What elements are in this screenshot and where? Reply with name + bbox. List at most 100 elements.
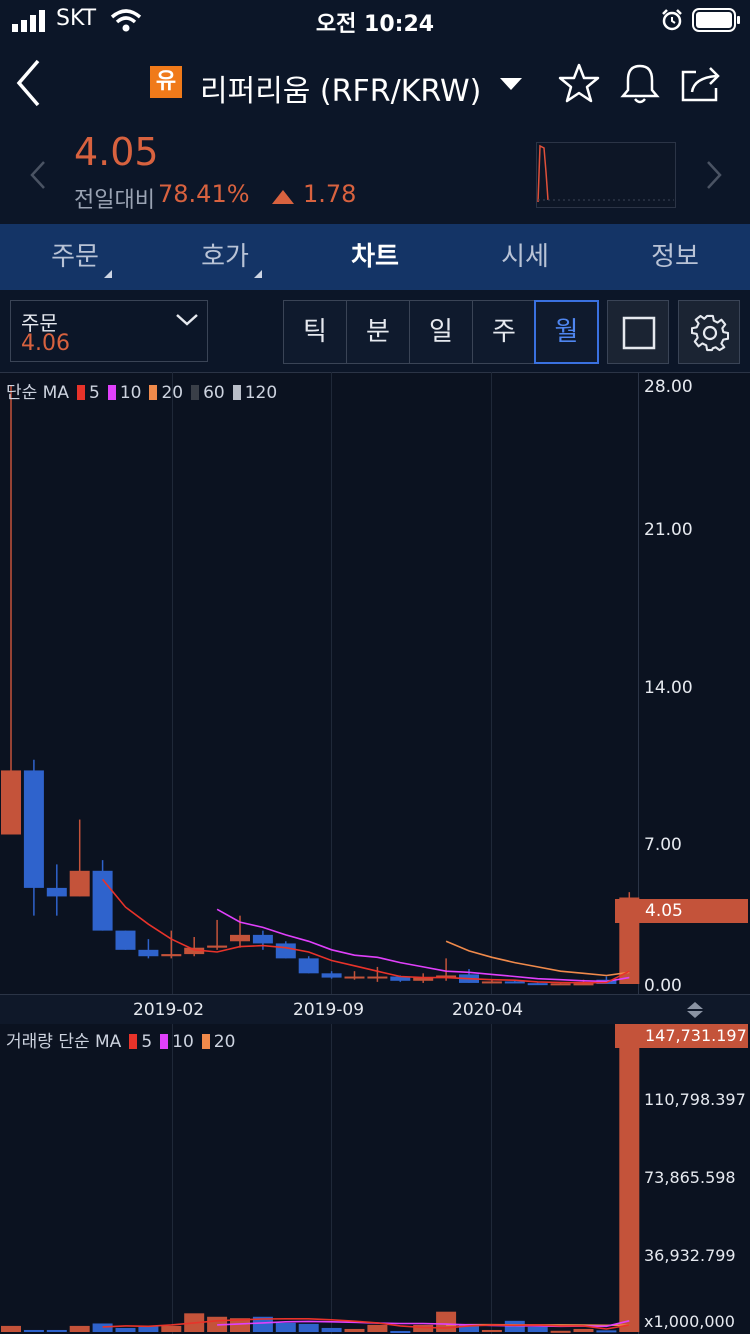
order-dropdown-label: 주문 <box>21 311 58 335</box>
tab-chart[interactable]: 차트 <box>300 224 450 290</box>
current-volume-tag: 147,731.197 <box>615 1024 748 1048</box>
candle-body <box>413 977 434 981</box>
price-volume-chart[interactable] <box>0 372 750 1334</box>
current-price: 4.05 <box>74 130 159 174</box>
volume-bar <box>573 1328 594 1332</box>
period-week[interactable]: 주 <box>472 300 536 364</box>
volume-axis-label: 73,865.598 <box>644 1168 736 1187</box>
volume-bar <box>275 1322 296 1332</box>
coin-badge: 유 <box>150 66 182 98</box>
share-icon[interactable] <box>680 62 722 104</box>
vol-ma10-label: 10 <box>172 1032 194 1052</box>
candle-body <box>207 945 228 948</box>
carrier-label: SKT <box>56 6 97 31</box>
mini-chart[interactable] <box>536 142 676 208</box>
vol-ma10-swatch <box>160 1034 169 1049</box>
fullscreen-button[interactable] <box>607 300 669 364</box>
volume-bar <box>344 1328 365 1332</box>
price-axis-label: 14.00 <box>644 678 693 698</box>
candle-body <box>481 981 502 984</box>
star-icon[interactable] <box>558 62 600 104</box>
tab-order[interactable]: 주문 <box>0 224 150 290</box>
tab-orderbook-caret-icon <box>254 270 262 278</box>
period-month[interactable]: 월 <box>534 300 599 364</box>
candle-body <box>298 958 319 974</box>
volume-axis-unit: x1,000,000 <box>644 1312 735 1331</box>
volume-bar <box>619 1032 640 1332</box>
price-axis-label: 21.00 <box>644 520 693 540</box>
status-bar: SKT 오전 10:24 <box>0 0 750 44</box>
candle-body <box>23 770 44 888</box>
candle-body <box>69 870 90 897</box>
tab-bar: 주문 호가 차트 시세 정보 <box>0 224 750 290</box>
volume-bar <box>230 1318 250 1332</box>
candle-body <box>46 887 67 897</box>
volume-bar <box>138 1325 159 1332</box>
tab-market[interactable]: 시세 <box>450 224 600 290</box>
candle-body <box>573 983 594 986</box>
ma5-swatch <box>76 385 85 400</box>
date-axis-label: 2019-02 <box>133 1000 205 1020</box>
candle-body <box>184 947 205 955</box>
date-axis-label: 2020-04 <box>452 1000 524 1020</box>
page-title[interactable]: 리퍼리움 (RFR/KRW) <box>200 74 482 109</box>
change-percent: 78.41% <box>158 180 250 208</box>
volume-bar <box>436 1311 457 1332</box>
tab-market-label: 시세 <box>501 242 549 272</box>
volume-bar <box>298 1323 319 1332</box>
volume-axis-label: 110,798.397 <box>644 1090 746 1109</box>
volume-bar <box>23 1329 44 1332</box>
current-price-tag: 4.05 <box>615 899 748 923</box>
order-dropdown[interactable]: 주문 4.06 <box>10 300 208 362</box>
candle-body <box>275 943 296 959</box>
resize-handle-icon[interactable] <box>686 1001 704 1019</box>
prev-coin-icon[interactable] <box>28 160 48 190</box>
vol-ma5-swatch <box>129 1034 138 1049</box>
volume-bar <box>161 1325 182 1332</box>
price-axis-label: 0.00 <box>644 976 682 996</box>
volume-bar <box>46 1329 67 1332</box>
ma10-label: 10 <box>119 383 142 403</box>
ma20-line <box>445 940 630 977</box>
gear-icon <box>691 314 729 352</box>
date-axis-band <box>0 994 750 1024</box>
ma60-swatch <box>191 385 200 400</box>
candle-body <box>527 983 548 986</box>
volume-axis-label: 36,932.799 <box>644 1246 736 1265</box>
volume-bar <box>459 1324 479 1332</box>
change-label: 전일대비 <box>74 188 155 213</box>
candle-body <box>550 983 571 986</box>
candle-body <box>161 954 182 957</box>
candle-body <box>252 934 273 944</box>
volume-bar <box>390 1330 411 1333</box>
price-axis-label: 28.00 <box>644 377 693 397</box>
candle-body <box>321 973 342 978</box>
ma120-label: 120 <box>244 383 278 403</box>
ma10-swatch <box>107 385 116 400</box>
volume-bar <box>115 1327 136 1332</box>
volume-ma5-line <box>102 1318 630 1330</box>
bell-icon[interactable] <box>620 62 660 106</box>
volume-bar <box>321 1327 342 1332</box>
tab-orderbook[interactable]: 호가 <box>150 224 300 290</box>
volume-ma-legend-prefix: 거래량 단순 MA <box>6 1032 122 1052</box>
wifi-icon <box>110 9 142 32</box>
battery-icon <box>692 8 740 32</box>
tab-info[interactable]: 정보 <box>600 224 750 290</box>
tab-chart-label: 차트 <box>351 242 399 272</box>
candle-body <box>115 930 136 950</box>
back-icon[interactable] <box>14 58 44 108</box>
up-arrow-icon <box>272 190 294 204</box>
ma20-label: 20 <box>161 383 184 403</box>
next-coin-icon[interactable] <box>704 160 724 190</box>
price-ma-legend: 단순 MA 5 10 20 60 120 <box>6 378 277 403</box>
period-minute[interactable]: 분 <box>346 300 410 364</box>
settings-button[interactable] <box>678 300 740 364</box>
chevron-down-icon[interactable] <box>500 78 522 92</box>
period-tick[interactable]: 틱 <box>283 300 347 364</box>
volume-bar <box>527 1326 548 1332</box>
volume-bar <box>367 1324 388 1332</box>
candle-body <box>1 770 21 835</box>
period-day[interactable]: 일 <box>409 300 473 364</box>
volume-bar <box>92 1323 113 1332</box>
